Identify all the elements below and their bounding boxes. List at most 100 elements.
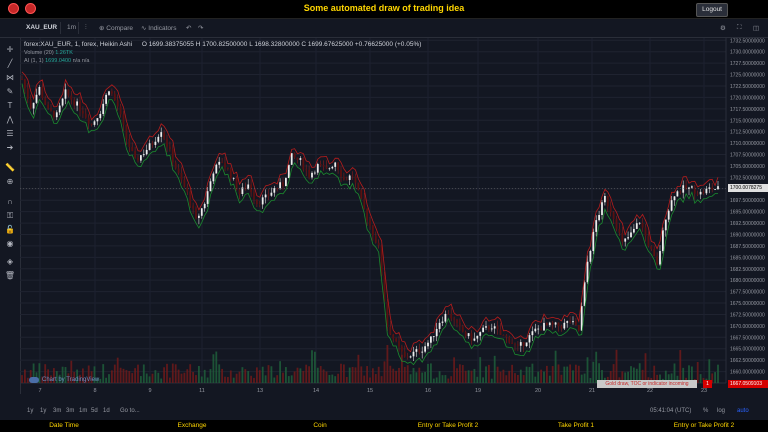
candle-body — [229, 169, 232, 179]
candle-body — [137, 157, 139, 161]
range-1y-b[interactable]: 1y — [40, 408, 47, 414]
chart-canvas[interactable]: 1732.50000000 1730.00000000 1727.50000000 1… — [20, 38, 768, 394]
range-1d[interactable]: 1d — [103, 408, 110, 414]
candle-body — [476, 335, 479, 339]
volume-bar — [148, 376, 151, 383]
utc-clock[interactable]: 05:41:04 (UTC) — [650, 408, 692, 414]
ruler-icon[interactable]: 📏 — [5, 163, 15, 172]
candle-body — [221, 161, 223, 163]
candle-body — [493, 326, 496, 329]
screenshot-icon[interactable]: ◫ — [753, 25, 760, 32]
unlock-icon[interactable]: 🔓 — [5, 225, 15, 234]
candle-body — [696, 193, 699, 195]
candle-body — [673, 196, 676, 201]
alert-banner[interactable]: Gold draw, TOC or indicator incoming — [597, 380, 697, 388]
candle-body — [444, 313, 447, 322]
zoom-icon[interactable]: ⊕ — [6, 177, 14, 186]
range-3m[interactable]: 3m — [53, 408, 62, 414]
volume-bar — [285, 367, 287, 383]
volume-bar — [406, 365, 409, 383]
pattern-icon[interactable]: ⋀ — [6, 115, 14, 124]
ai-label[interactable]: AI (1, 1) — [24, 58, 44, 64]
volume-label[interactable]: Volume (20) — [24, 50, 54, 56]
candle-style-icon[interactable]: ⫶ — [85, 24, 87, 31]
eye-icon[interactable]: ◉ — [6, 239, 14, 248]
log-toggle[interactable]: log — [717, 408, 726, 414]
volume-bar — [557, 364, 560, 383]
text-icon[interactable]: T — [7, 101, 13, 110]
indicators-button[interactable]: ∿ Indicators — [141, 24, 176, 32]
range-5d[interactable]: 5d — [91, 408, 98, 414]
goto-button[interactable]: Go to... — [120, 408, 140, 414]
volume-bar — [699, 374, 702, 383]
candle-body — [366, 208, 368, 221]
candle-body — [273, 188, 276, 193]
candle-body — [87, 117, 90, 124]
arrow-icon[interactable]: ➔ — [6, 143, 14, 152]
volume-bar — [119, 367, 122, 383]
candle-body — [392, 334, 395, 339]
candle-body — [380, 245, 383, 276]
volume-bar — [496, 366, 499, 383]
volume-bar — [401, 354, 403, 383]
x-tick-label: 20 — [535, 388, 541, 394]
range-3m-b[interactable]: 3m — [66, 408, 75, 414]
logout-button[interactable]: Logout — [696, 3, 728, 17]
crosshair-icon[interactable]: ✛ — [6, 45, 14, 54]
volume-bar — [586, 357, 589, 383]
volume-bar — [464, 370, 467, 383]
auto-toggle[interactable]: auto — [737, 408, 749, 414]
fib-icon[interactable]: ⋈ — [6, 73, 14, 82]
candle-body — [76, 101, 78, 106]
trash-icon[interactable]: 🗑 — [4, 271, 16, 280]
volume-bar — [41, 376, 44, 383]
y-tick-label: 1730.00000000 — [730, 50, 765, 56]
candle-body — [586, 261, 589, 283]
candle-body — [90, 123, 93, 125]
layers-icon[interactable]: ◈ — [6, 257, 14, 266]
trend-line-icon[interactable]: ╱ — [7, 59, 13, 68]
volume-bar — [58, 374, 61, 383]
candle-body — [470, 333, 473, 341]
candle-body — [534, 328, 537, 332]
range-1y[interactable]: 1y — [27, 408, 34, 414]
volume-bar — [624, 372, 627, 383]
series-name[interactable]: forex:XAU_EUR, 1, forex, Heikin Ashi — [24, 41, 133, 48]
candle-body — [287, 164, 290, 179]
close-value: C 1699.67625000 — [301, 41, 354, 48]
prediction-icon[interactable]: ☰ — [6, 129, 14, 138]
fullscreen-icon[interactable]: ⛶ — [737, 24, 742, 31]
lock-icon[interactable]: ⚿ — [6, 211, 14, 220]
candle-body — [195, 208, 197, 218]
range-1m[interactable]: 1m — [79, 408, 88, 414]
volume-bar — [392, 368, 395, 383]
volume-bar — [673, 363, 676, 383]
candle-body — [343, 176, 345, 180]
brush-icon[interactable]: ✎ — [6, 87, 14, 96]
candle-body — [337, 162, 339, 170]
redo-icon[interactable]: ↷ — [198, 25, 204, 32]
candle-body — [125, 124, 128, 139]
candle-body — [453, 318, 455, 320]
upper-band-line — [21, 71, 719, 353]
candle-body — [285, 178, 287, 187]
volume-bar — [656, 374, 658, 383]
price-chart[interactable]: 1732.50000000 1730.00000000 1727.50000000 1… — [20, 38, 768, 394]
volume-bar — [238, 371, 241, 383]
candle-body — [424, 346, 426, 352]
symbol-search[interactable]: XAU_EUR — [26, 24, 58, 31]
indicators-label: Indicators — [148, 25, 177, 32]
volume-bar — [64, 367, 67, 383]
y-tick-label: 1697.50000000 — [730, 198, 765, 204]
percent-toggle[interactable]: % — [703, 408, 709, 414]
magnet-icon[interactable]: ∩ — [7, 197, 13, 206]
tradingview-watermark[interactable]: Chart by TradingView — [29, 377, 99, 383]
interval-button[interactable]: 1m — [67, 24, 77, 31]
bottom-toolbar: 1y 1y 3m 3m 1m 5d 1d Go to... 05:41:04 (… — [20, 405, 768, 417]
volume-bar — [169, 377, 171, 383]
undo-icon[interactable]: ↶ — [186, 25, 192, 32]
candle-body — [383, 275, 386, 302]
compare-button[interactable]: ⊕ Compare — [99, 24, 133, 32]
settings-icon[interactable]: ⚙ — [720, 25, 726, 32]
candle-body — [319, 164, 322, 166]
